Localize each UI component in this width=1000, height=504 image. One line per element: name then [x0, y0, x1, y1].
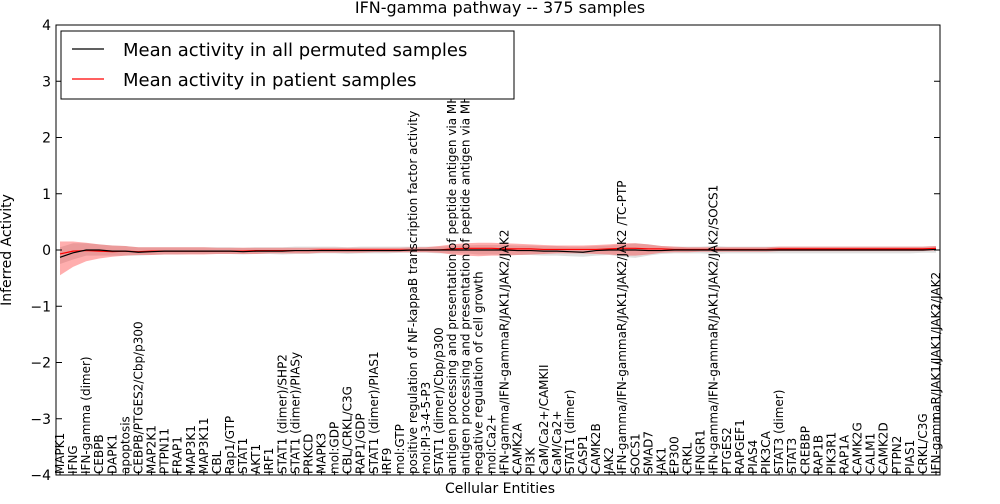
x-tick-label: JAK1: [654, 447, 668, 475]
x-tick-label: mol:GTP: [393, 424, 407, 474]
y-tick-label: 2: [42, 131, 51, 147]
x-tick-label: mol:GDP: [328, 422, 342, 474]
x-tick-label: apoptosis: [118, 416, 132, 474]
x-tick-label: CAMK2G: [851, 422, 865, 474]
x-tick-label: FRAP1: [171, 436, 185, 474]
x-tick-label: IFN-gamma/IFN-gammaR/JAK1/JAK2/JAK2 /TC-…: [615, 180, 629, 474]
x-tick-label: CALM1: [864, 433, 878, 474]
x-tick-label: PTPN11: [158, 428, 172, 474]
x-tick-label: STAT1: [236, 438, 250, 474]
x-tick-label: IFN-gamma (dimer): [79, 356, 93, 474]
x-tick-label: CBL: [210, 450, 224, 474]
x-tick-label: PIAS1: [903, 440, 917, 474]
x-tick-label: CEBPB: [92, 434, 106, 474]
x-tick-label: negative regulation of cell growth: [471, 271, 485, 474]
x-tick-label: STAT1 (dimer)/Cbp/p300: [432, 327, 446, 474]
x-tick-label: PI3K: [524, 447, 538, 474]
x-tick-label: MAPK1: [53, 433, 67, 474]
x-tick-label: PTGES2: [720, 427, 734, 474]
x-tick-label: STAT1 (dimer)/SHP2: [275, 354, 289, 474]
x-tick-label: AKT1: [249, 444, 263, 474]
x-tick-label: DAPK1: [105, 434, 119, 474]
y-tick-label: 0: [42, 243, 51, 259]
x-tick-label: PIK3R1: [824, 432, 838, 474]
band-permuted: [60, 243, 936, 265]
x-tick-label: SOCS1: [628, 433, 642, 474]
line-permuted: [59, 248, 937, 258]
x-tick-label: STAT1 (dimer)/PIAS1: [367, 351, 381, 474]
x-tick-label: IFNG: [66, 445, 80, 474]
x-tick-label: mol:Ca2+: [484, 414, 498, 474]
x-tick-label: positive regulation of NF-kappaB transcr…: [406, 111, 420, 474]
x-tick-label: RAP1B: [811, 435, 825, 474]
x-tick-label: PIAS4: [746, 440, 760, 474]
x-tick-label: CAMK2B: [589, 423, 603, 474]
x-tick-label: STAT3 (dimer): [772, 390, 786, 474]
x-tick-label: IFN-gammaR/JAK1/JAK1/JAK2/JAK2: [929, 272, 943, 474]
y-tick-label: −1: [30, 299, 51, 315]
x-tick-label: EP300: [668, 436, 682, 474]
x-tick-label: PIK3CA: [759, 430, 773, 474]
chart-title: IFN-gamma pathway -- 375 samples: [355, 0, 645, 17]
x-tick-label: IFN-gamma/IFN-gammaR/JAK1/JAK2/JAK2/SOCS…: [707, 185, 721, 474]
x-tick-label: RAP1/GDP: [354, 413, 368, 474]
x-tick-label: RAP1A: [837, 434, 851, 474]
x-tick-label: CAMK2A: [511, 423, 525, 474]
x-tick-label: IFN-gamma/IFN-gammaR/JAK1/JAK2/JAK2: [498, 229, 512, 474]
x-tick-label: MAPK3: [314, 433, 328, 474]
x-tick-label: IFNGR1: [694, 429, 708, 474]
y-tick-label: −4: [30, 468, 51, 484]
x-tick-label: RAPGEF1: [733, 419, 747, 474]
x-tick-label: SMAD7: [641, 431, 655, 474]
x-tick-label: IRF9: [380, 448, 394, 474]
x-tick-label: antigen processing and presentation of p…: [458, 42, 472, 474]
x-tick-label: CaM/Ca2+: [550, 410, 564, 474]
x-tick-label: JAK2: [602, 447, 616, 475]
x-tick-label: STAT1 (dimer)/PIASy: [288, 352, 302, 474]
y-tick-label: −3: [30, 412, 51, 428]
x-axis: MAPK1 IFNG IFN-gamma (dimer) CEBPB DAPK1 apop…: [53, 42, 943, 475]
y-axis: −4 −3 −2 −1 0 1 2 3 4: [30, 18, 940, 484]
x-tick-label: CRKL/C3G: [916, 413, 930, 474]
x-tick-label: CRKL: [681, 442, 695, 474]
x-tick-label: MAP3K11: [197, 417, 211, 474]
legend: Mean activity in all permuted samples Me…: [60, 30, 515, 100]
y-tick-label: 4: [42, 18, 51, 34]
x-tick-label: mol:PI-3-4-5-P3: [419, 382, 433, 474]
x-tick-label: PTPN2: [890, 436, 904, 474]
y-tick-label: 1: [42, 187, 51, 203]
x-tick-label: CEBPB/PTGES2/Cbp/p300: [131, 321, 145, 474]
legend-label-permuted: Mean activity in all permuted samples: [123, 40, 467, 61]
x-tick-label: Rap1/GTP: [223, 416, 237, 474]
x-tick-label: PRKCD: [301, 434, 315, 474]
x-tick-label: CASP1: [576, 435, 590, 474]
legend-label-patient: Mean activity in patient samples: [123, 70, 417, 91]
x-tick-label: IRF1: [262, 448, 276, 474]
x-tick-label: CREBBP: [798, 426, 812, 474]
y-tick-label: −2: [30, 356, 51, 372]
x-tick-label: STAT3: [785, 438, 799, 474]
x-tick-label: MAP2K1: [145, 425, 159, 474]
legend-box: [60, 30, 515, 100]
x-tick-label: CaM/Ca2+/CAMKII: [537, 365, 551, 474]
x-tick-label: STAT1 (dimer): [563, 390, 577, 474]
x-tick-label: CBL/CRKL/C3G: [341, 386, 355, 474]
x-tick-label: MAP3K1: [184, 425, 198, 474]
y-tick-label: 3: [42, 74, 51, 90]
x-tick-label: antigen processing and presentation of p…: [445, 45, 459, 474]
x-axis-title: Cellular Entities: [445, 481, 555, 497]
x-tick-label: CAMK2D: [877, 422, 891, 474]
y-axis-title: Inferred Activity: [0, 194, 15, 306]
line-group: [59, 247, 937, 258]
